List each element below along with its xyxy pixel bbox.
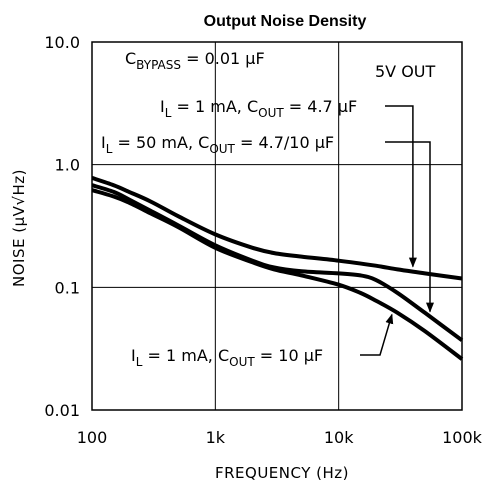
label-1ma-10uf: IL = 1 mA, COUT = 10 µF bbox=[131, 346, 323, 369]
y-tick-label: 10.0 bbox=[44, 33, 80, 52]
arrow-label-1ma-4p7uf bbox=[385, 105, 417, 268]
vout-annotation: 5V OUT bbox=[375, 62, 436, 81]
label-50ma-4p7-10uf: IL = 50 mA, COUT = 4.7/10 µF bbox=[101, 133, 334, 156]
x-tick-label: 1k bbox=[206, 428, 226, 447]
bypass-annotation: CBYPASS = 0.01 µF bbox=[125, 49, 265, 72]
x-tick-label: 10k bbox=[324, 428, 354, 447]
annotation-arrows bbox=[360, 105, 434, 356]
x-tick-label: 100k bbox=[442, 428, 483, 447]
y-tick-label: 0.01 bbox=[44, 401, 80, 420]
x-tick-label: 100 bbox=[77, 428, 108, 447]
plot-frame bbox=[91, 41, 463, 411]
chart-title: Output Noise Density bbox=[204, 13, 367, 30]
arrow-label-1ma-10uf bbox=[360, 313, 394, 356]
x-axis-label: FREQUENCY (Hz) bbox=[215, 464, 349, 482]
y-tick-label: 0.1 bbox=[55, 278, 80, 297]
arrow-label-50ma-4p7-10uf bbox=[385, 141, 434, 313]
label-1ma-4p7uf: IL = 1 mA, COUT = 4.7 µF bbox=[160, 97, 357, 120]
y-tick-labels: 0.01 0.1 1.0 10.0 bbox=[44, 33, 80, 420]
y-axis-label: NOISE (µV√Hz) bbox=[10, 169, 28, 287]
x-tick-labels: 100 1k 10k 100k bbox=[77, 428, 483, 447]
y-tick-label: 1.0 bbox=[55, 156, 80, 175]
series-lines bbox=[91, 176, 464, 361]
series-line-3 bbox=[91, 188, 464, 361]
grid bbox=[92, 42, 462, 410]
series-line-1 bbox=[91, 176, 463, 281]
